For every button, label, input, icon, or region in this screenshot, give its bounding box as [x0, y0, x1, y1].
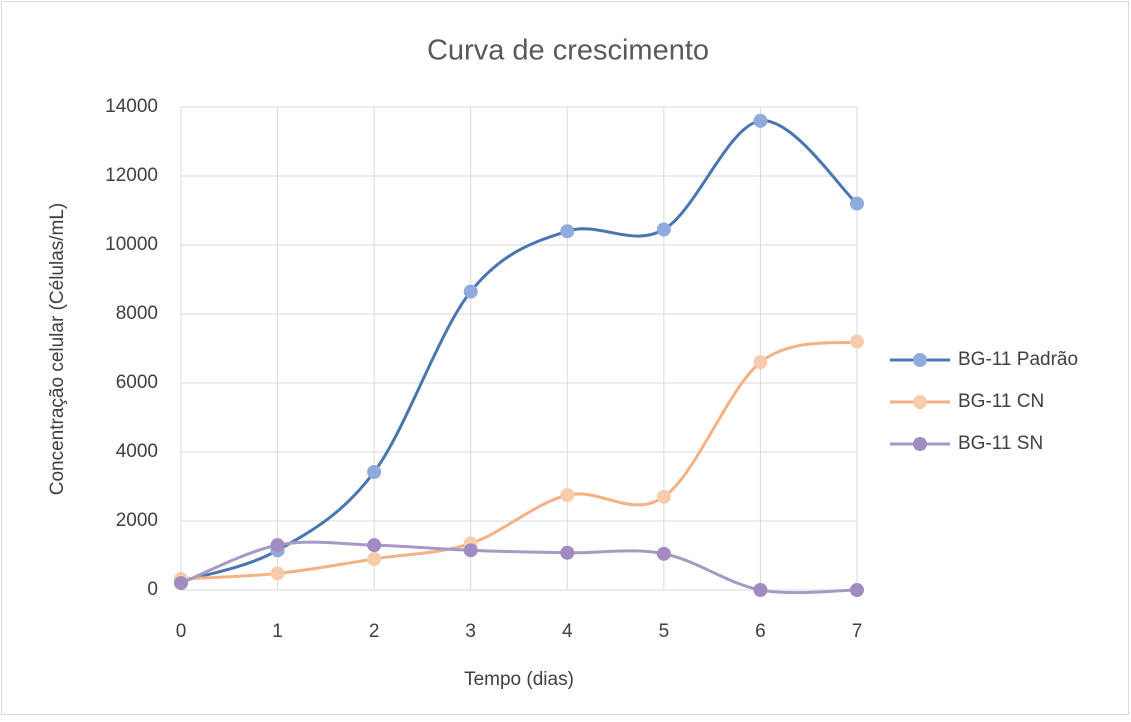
- x-tick-label: 5: [659, 621, 670, 642]
- y-tick-label: 2000: [116, 510, 158, 531]
- legend-label: BG-11 CN: [958, 391, 1044, 412]
- y-axis-label: Concentração celular (Células/mL): [47, 203, 68, 496]
- data-point: [560, 488, 575, 503]
- y-tick-label: 14000: [105, 96, 158, 117]
- chart-title: Curva de crescimento: [427, 35, 709, 67]
- x-tick-label: 0: [176, 621, 187, 642]
- data-point: [656, 489, 671, 504]
- data-point: [463, 543, 478, 558]
- x-tick-label: 1: [272, 621, 283, 642]
- data-point: [270, 566, 285, 581]
- data-point: [463, 284, 478, 299]
- data-point: [270, 538, 285, 553]
- y-tick-label: 0: [147, 579, 158, 600]
- y-tick-label: 4000: [116, 441, 158, 462]
- x-tick-label: 4: [562, 621, 573, 642]
- x-tick-label: 6: [755, 621, 766, 642]
- legend-marker: [913, 395, 927, 409]
- data-point: [367, 465, 382, 480]
- data-point: [367, 538, 382, 553]
- legend-label: BG-11 Padrão: [958, 349, 1078, 370]
- x-tick-label: 7: [852, 621, 863, 642]
- x-axis-label: Tempo (dias): [464, 669, 574, 690]
- data-point: [753, 583, 768, 597]
- legend-marker: [913, 353, 927, 367]
- data-point: [367, 551, 382, 566]
- y-tick-label: 8000: [116, 303, 158, 324]
- data-point: [753, 113, 768, 128]
- data-point: [560, 224, 575, 239]
- y-tick-label: 10000: [105, 234, 158, 255]
- data-point: [174, 576, 188, 591]
- data-point: [560, 545, 575, 560]
- y-tick-label: 6000: [116, 372, 158, 393]
- data-point: [753, 355, 768, 370]
- x-tick-label: 2: [369, 621, 380, 642]
- data-point: [850, 196, 864, 211]
- data-point: [850, 334, 864, 349]
- data-point: [850, 583, 864, 597]
- legend-label: BG-11 SN: [958, 433, 1043, 454]
- legend-marker: [913, 437, 927, 451]
- data-point: [656, 546, 671, 561]
- x-tick-label: 3: [465, 621, 476, 642]
- series-line: [180, 340, 858, 581]
- series-line: [180, 119, 859, 583]
- y-tick-label: 12000: [105, 165, 158, 186]
- data-point: [656, 222, 671, 237]
